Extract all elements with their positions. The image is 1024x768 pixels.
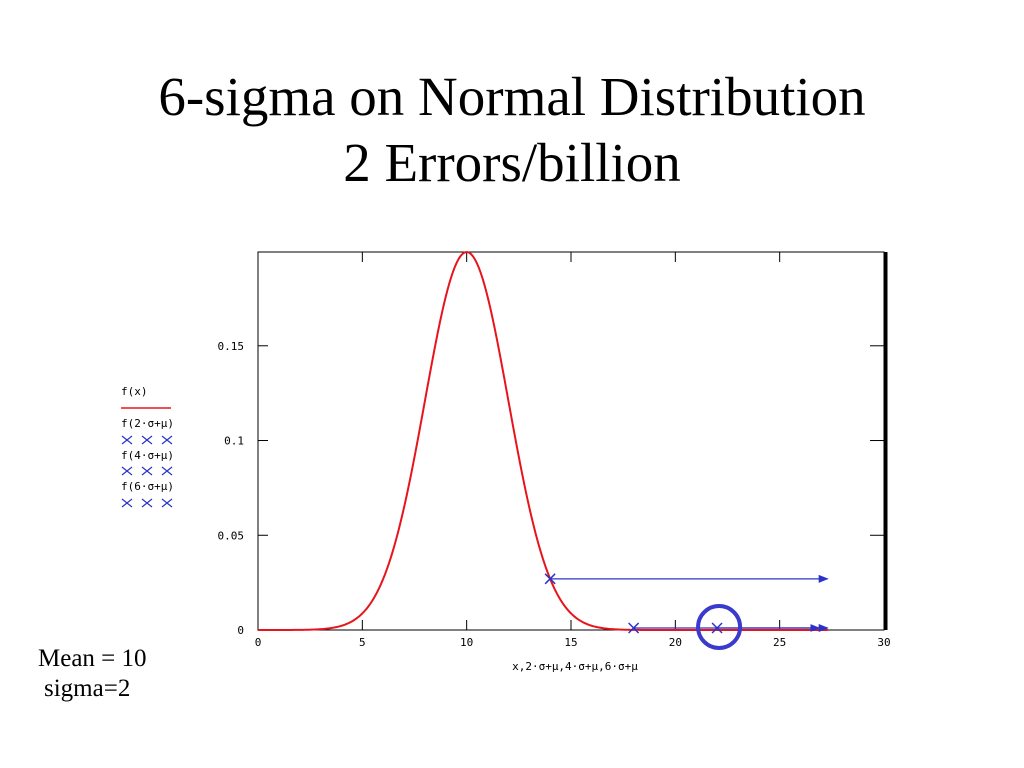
x-tick-label: 10	[460, 636, 473, 649]
x-tick-label: 25	[773, 636, 786, 649]
sigma-note: sigma=2	[44, 675, 131, 702]
y-tick-label: 0	[237, 624, 244, 637]
legend-label-marker-2: f(4·σ+μ)	[121, 449, 174, 462]
x-tick-label: 15	[564, 636, 577, 649]
x-tick-label: 5	[359, 636, 366, 649]
legend-swatch-marker-2	[141, 466, 153, 476]
y-tick-label: 0.1	[224, 435, 244, 448]
legend-swatch-marker-2	[121, 466, 133, 476]
y-tick-label: 0.15	[218, 340, 245, 353]
series-marker-1	[544, 573, 556, 585]
title-line-1: 6-sigma on Normal Distribution	[158, 66, 866, 127]
x-tick-label: 20	[669, 636, 682, 649]
legend-swatch-marker-3	[141, 498, 153, 508]
series-line-f-x	[258, 251, 828, 631]
x-axis-label: x,2·σ+μ,4·σ+μ,6·σ+μ	[512, 660, 638, 673]
legend-swatch-marker-3	[121, 498, 133, 508]
y-tick-label: 0.05	[218, 529, 245, 542]
legend-label-marker-3: f(6·σ+μ)	[121, 480, 174, 493]
legend-swatch-marker-1	[121, 435, 133, 445]
legend-label-marker-1: f(2·σ+μ)	[121, 417, 174, 430]
parameter-notes: Mean = 10 sigma=2	[38, 644, 147, 704]
x-tick-label: 0	[255, 636, 262, 649]
legend-swatch-marker-1	[141, 435, 153, 445]
legend-swatch-marker-3	[161, 498, 173, 508]
legend-label-f-x: f(x)	[121, 385, 148, 398]
title-line-2: 2 Errors/billion	[343, 132, 681, 193]
highlight-circle	[696, 604, 743, 650]
plot-frame	[257, 251, 885, 631]
series-marker-3	[711, 622, 723, 634]
mean-note: Mean = 10	[38, 645, 147, 672]
legend-swatch-marker-2	[161, 466, 173, 476]
legend-swatch-marker-1	[161, 435, 173, 445]
series-marker-2	[628, 622, 640, 634]
slide-title: 6-sigma on Normal Distribution 2 Errors/…	[0, 64, 1024, 196]
x-tick-label: 30	[877, 636, 890, 649]
